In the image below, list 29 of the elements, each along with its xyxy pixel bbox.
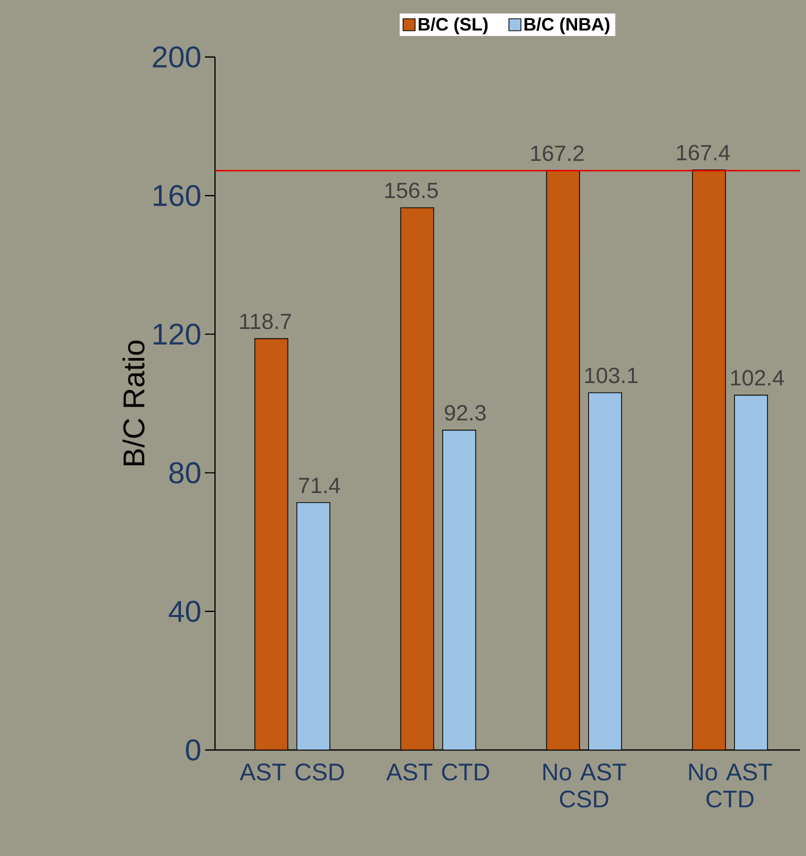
data-label: 102.4 [731, 370, 784, 386]
bar [692, 170, 726, 750]
legend-label: B/C (SL) [418, 17, 488, 34]
x-tick-label: AST CTD [386, 764, 490, 781]
y-tick-label: 0 [186, 739, 200, 761]
bar [400, 207, 434, 750]
y-tick-label: 120 [154, 324, 200, 345]
bar [254, 338, 288, 750]
bar [546, 170, 580, 750]
bar [296, 502, 330, 750]
y-tick-label: 40 [168, 600, 200, 622]
bar [734, 394, 768, 750]
data-label: 167.2 [531, 146, 584, 162]
y-tick-label: 200 [152, 46, 200, 68]
x-tick-label: No AST CTD [689, 764, 772, 808]
x-tick-label: AST CSD [240, 764, 344, 781]
y-tick-label: 160 [154, 184, 200, 206]
x-tick-label: No AST CSD [543, 764, 626, 808]
data-label: 167.4 [677, 144, 730, 160]
data-label: 118.7 [240, 314, 291, 330]
data-label: 92.3 [444, 405, 486, 421]
data-label: 103.1 [585, 368, 638, 384]
y-tick-label: 80 [169, 462, 200, 484]
bar [442, 430, 476, 750]
y-axis-title: B/C Ratio [122, 340, 145, 466]
bar [588, 392, 622, 750]
data-label: 71.4 [299, 478, 340, 494]
legend-label: B/C (NBA) [524, 17, 610, 34]
data-label: 156.5 [385, 182, 438, 198]
